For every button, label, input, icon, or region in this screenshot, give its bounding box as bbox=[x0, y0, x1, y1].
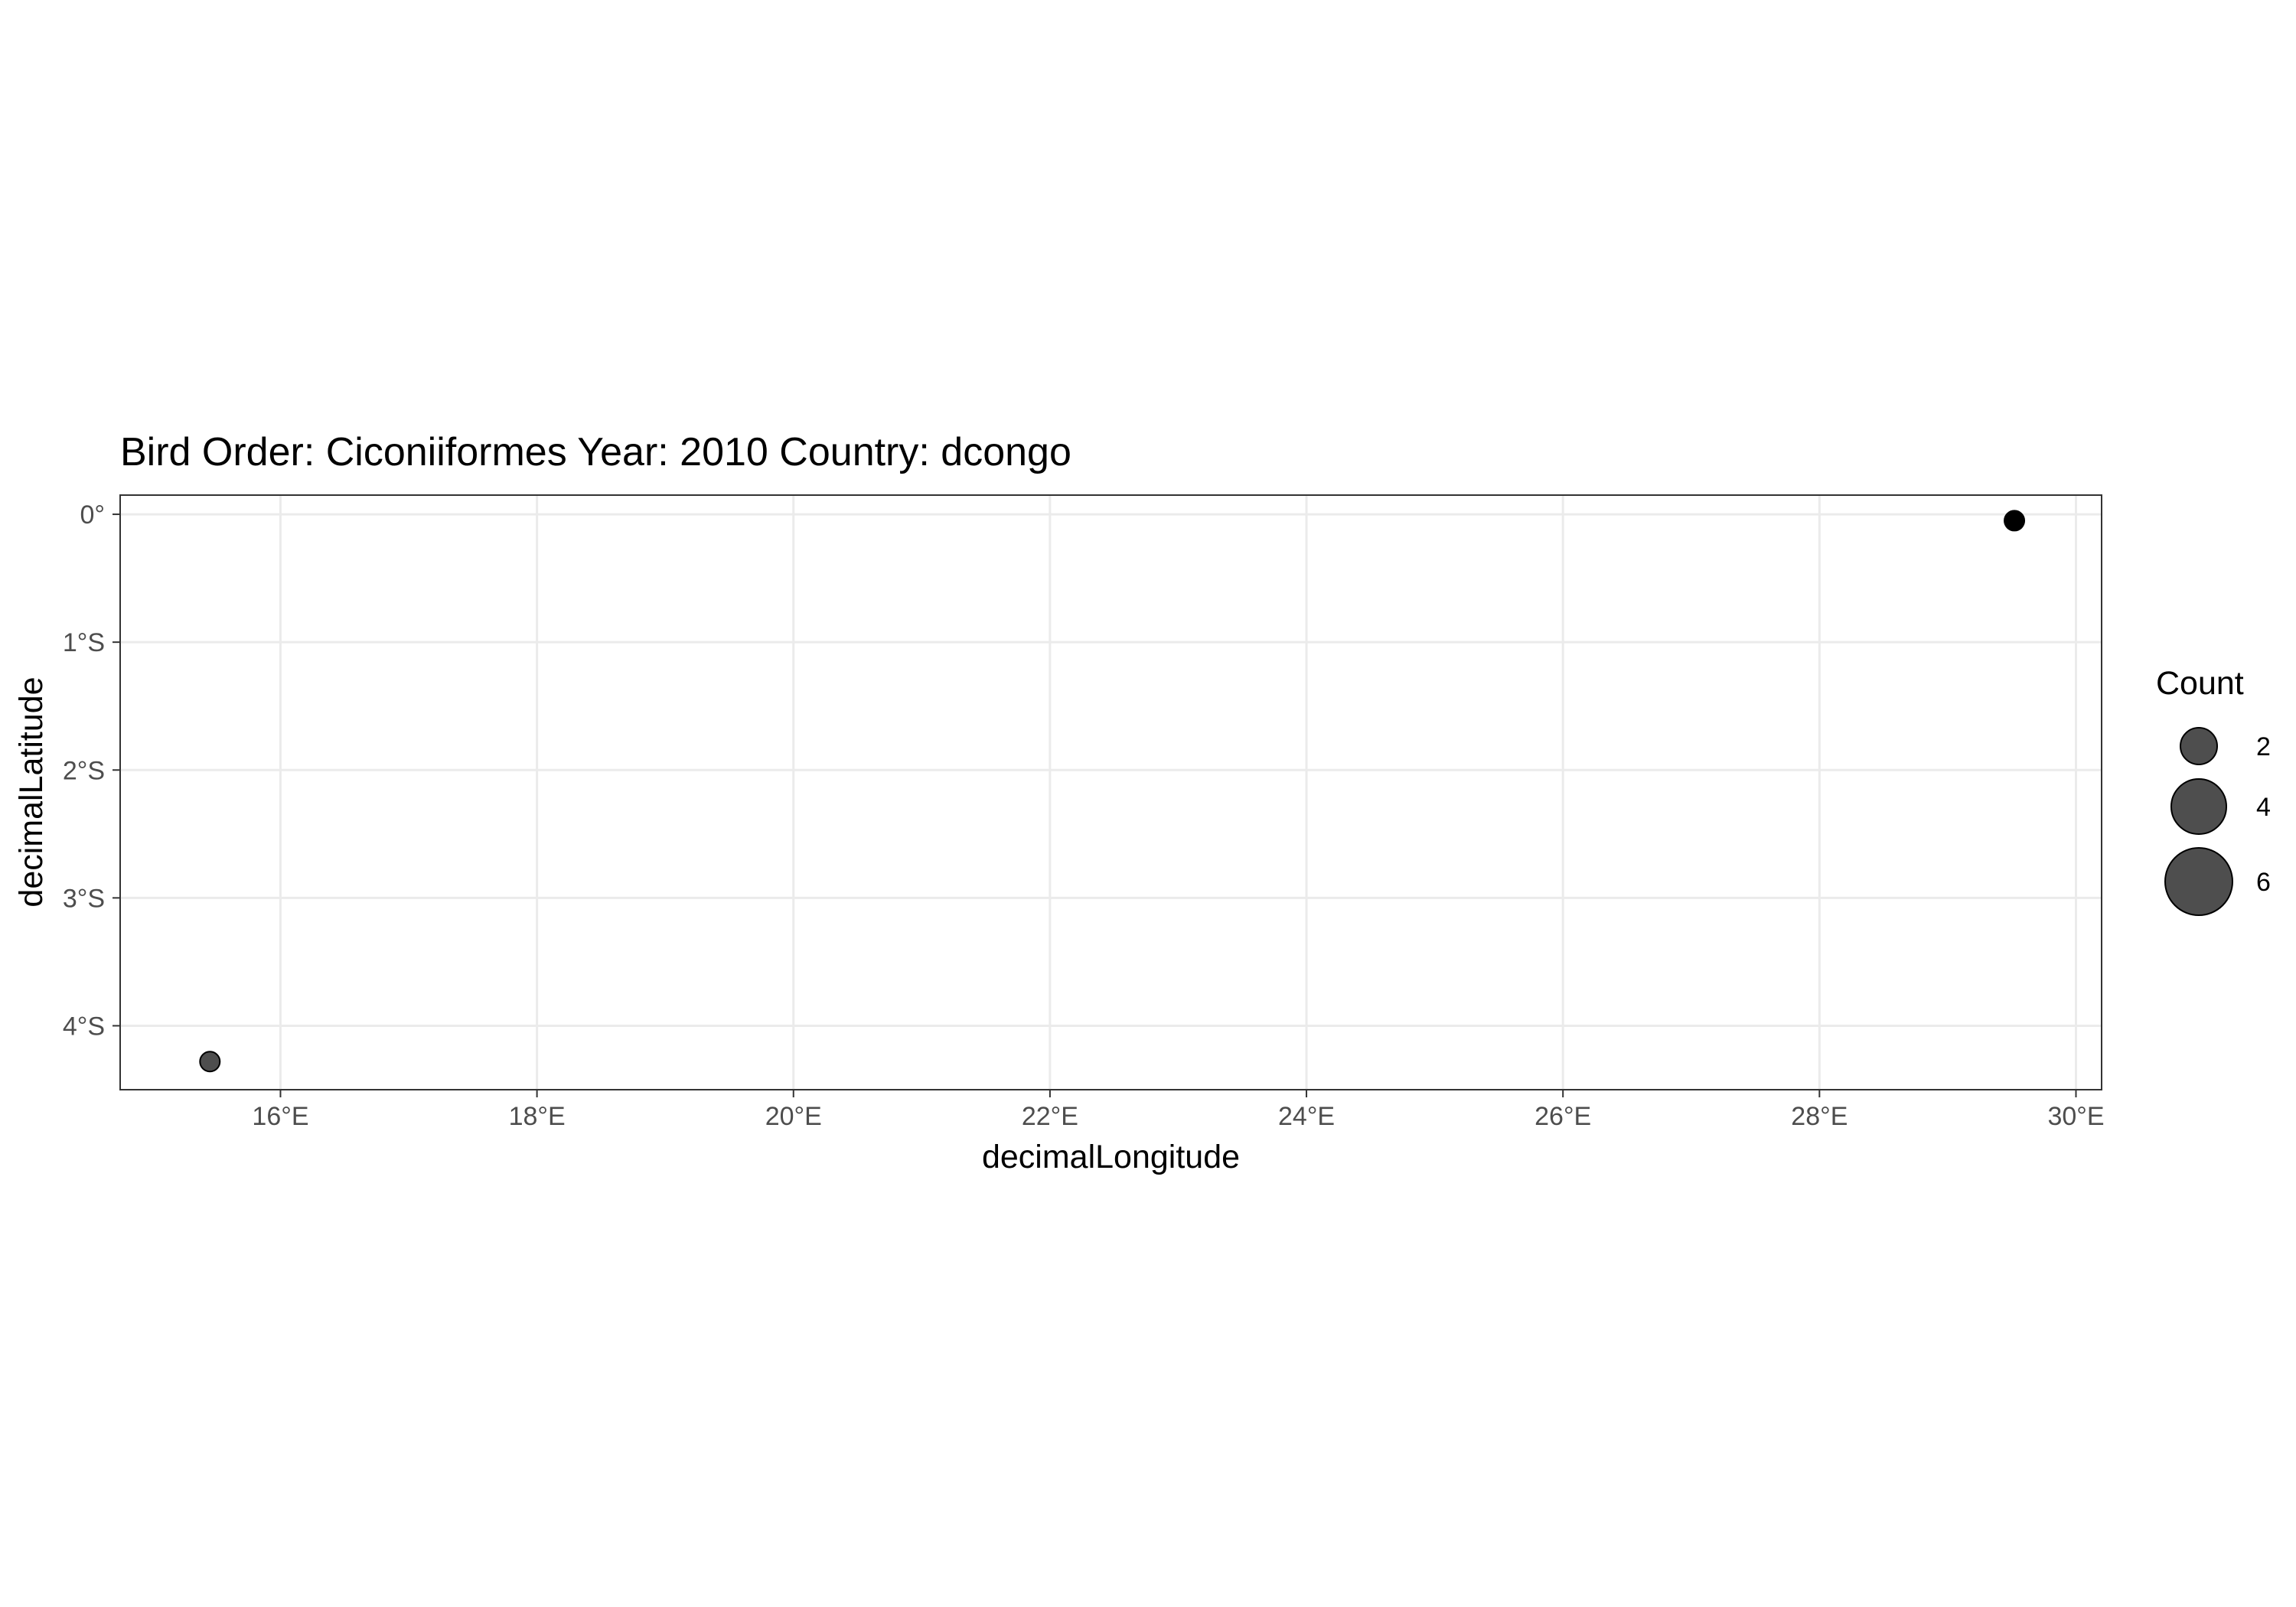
legend-label: 2 bbox=[2256, 732, 2271, 761]
legend-label: 6 bbox=[2256, 868, 2271, 897]
y-tick-label: 3°S bbox=[63, 884, 105, 913]
grid bbox=[120, 495, 2102, 1090]
legend-key-circle bbox=[2170, 778, 2227, 835]
legend-key-circle bbox=[2164, 847, 2233, 916]
axis-ticks: 16°E 18°E 20°E 22°E 24°E 26°E 28°E 30°E 0° 1°S 2°S… bbox=[63, 500, 2105, 1131]
legend-title: Count bbox=[2156, 665, 2244, 702]
x-tick-label: 26°E bbox=[1534, 1102, 1591, 1131]
x-tick-label: 28°E bbox=[1791, 1102, 1848, 1131]
x-tick-label: 22°E bbox=[1022, 1102, 1078, 1131]
x-tick-label: 16°E bbox=[252, 1102, 308, 1131]
data-points bbox=[199, 510, 2026, 1073]
y-tick-label: 4°S bbox=[63, 1012, 105, 1041]
y-tick-label: 1°S bbox=[63, 628, 105, 657]
x-axis-title: decimalLongitude bbox=[982, 1139, 1240, 1175]
data-point bbox=[2004, 510, 2026, 532]
x-tick-label: 18°E bbox=[509, 1102, 566, 1131]
plot-panel-border bbox=[119, 494, 2102, 1090]
legend: Count 2 4 6 bbox=[2156, 665, 2271, 916]
x-tick-label: 24°E bbox=[1278, 1102, 1335, 1131]
chart-title: Bird Order: Ciconiiformes Year: 2010 Cou… bbox=[120, 430, 1071, 474]
legend-entries: 2 4 6 bbox=[2164, 727, 2271, 916]
y-axis-title: decimalLatitude bbox=[13, 676, 50, 907]
y-tick-label: 2°S bbox=[63, 756, 105, 785]
y-tick-label: 0° bbox=[80, 500, 105, 530]
legend-key-circle bbox=[2180, 727, 2218, 765]
data-point bbox=[199, 1051, 221, 1073]
legend-label: 4 bbox=[2256, 793, 2271, 822]
x-tick-label: 20°E bbox=[765, 1102, 822, 1131]
x-tick-label: 30°E bbox=[2047, 1102, 2104, 1131]
